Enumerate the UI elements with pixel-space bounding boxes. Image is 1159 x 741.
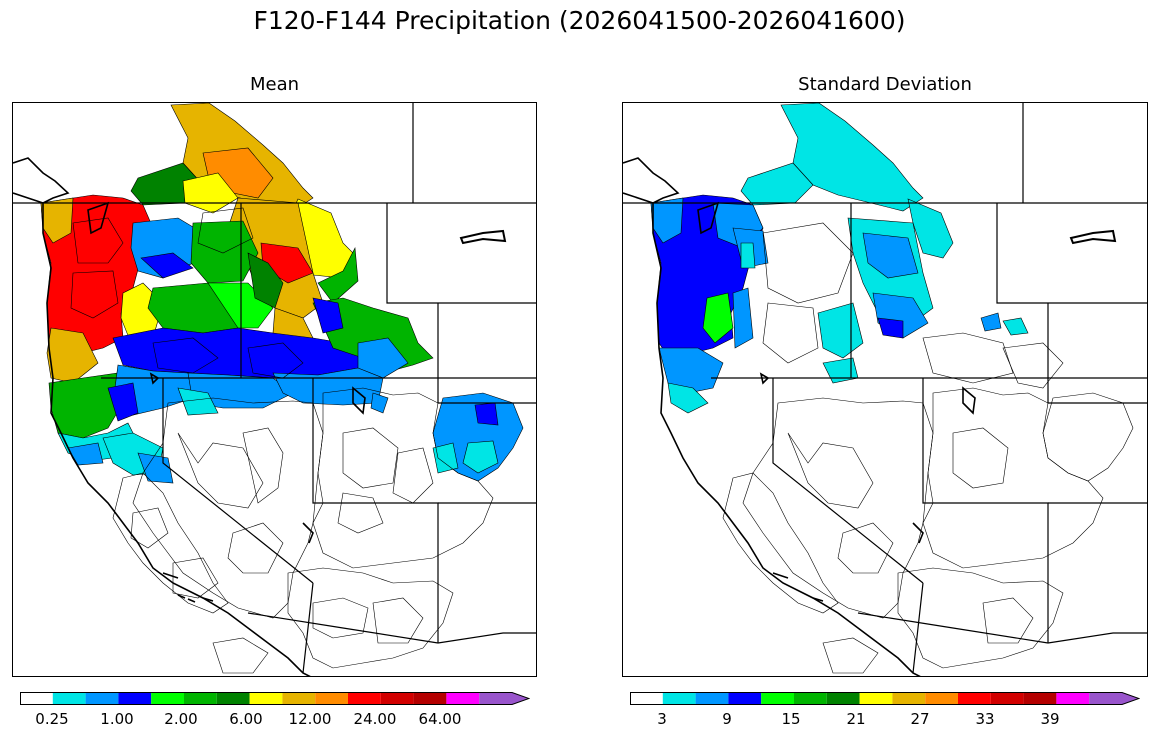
- coastline-boundaries: [13, 157, 507, 676]
- colorbar-stddev-swatch: [925, 692, 958, 705]
- colorbar-mean-tick: 6.00: [229, 710, 263, 728]
- figure-title: F120-F144 Precipitation (2026041500-2026…: [253, 6, 906, 35]
- colorbar-mean-swatch: [479, 692, 529, 705]
- colorbar-mean-swatch: [20, 692, 53, 705]
- map-mean[interactable]: [12, 102, 537, 677]
- colorbar-mean-swatch: [315, 692, 348, 705]
- colorbar-mean-svg: [20, 692, 531, 705]
- colorbar-mean-swatch: [249, 692, 283, 705]
- colorbar-stddev: [630, 690, 1141, 705]
- colorbar-mean-swatch: [118, 692, 152, 705]
- colorbar-mean-swatch: [282, 692, 316, 705]
- colorbar-mean-swatch: [52, 692, 86, 705]
- colorbar-mean-swatch: [413, 692, 447, 705]
- map-stddev[interactable]: [622, 102, 1148, 677]
- colorbar-stddev-swatch: [761, 692, 794, 705]
- colorbar-stddev-swatch: [728, 692, 762, 705]
- colorbar-stddev-tick: 21: [846, 710, 866, 728]
- map-stddev-svg: [623, 103, 1147, 676]
- colorbar-mean-tick: 0.25: [35, 710, 69, 728]
- colorbar-stddev-tick: 33: [975, 710, 995, 728]
- political-boundaries: [623, 103, 1147, 674]
- colorbar-mean-swatch: [184, 692, 217, 705]
- colorbar-mean-swatch: [380, 692, 414, 705]
- colorbar-mean-swatch: [348, 692, 381, 705]
- colorbar-mean-tick: 64.00: [418, 710, 462, 728]
- colorbar-mean-swatch: [85, 692, 119, 705]
- colorbar-stddev-swatch: [859, 692, 893, 705]
- colorbar-stddev-swatch: [1089, 692, 1139, 705]
- colorbar-stddev-swatch: [826, 692, 860, 705]
- colorbar-mean-tick: 1.00: [100, 710, 134, 728]
- political-boundaries: [13, 103, 536, 674]
- colorbar-stddev-swatch: [1023, 692, 1057, 705]
- colorbar-stddev-labels: 3 9 15 21 27 33 39: [630, 710, 1159, 730]
- colorbar-stddev-swatch: [695, 692, 729, 705]
- colorbar-mean-swatch: [216, 692, 250, 705]
- colorbar-mean-outline: [20, 692, 531, 705]
- colorbar-stddev-swatch: [1056, 692, 1090, 705]
- colorbar-stddev-outline: [630, 692, 1141, 705]
- colorbar-stddev-tick: 39: [1040, 710, 1060, 728]
- colorbar-stddev-swatch: [990, 692, 1024, 705]
- colorbar-stddev-swatch: [892, 692, 926, 705]
- colorbar-stddev-swatch: [794, 692, 827, 705]
- panel-title-stddev: Standard Deviation: [798, 74, 972, 95]
- panel-title-mean: Mean: [249, 74, 300, 95]
- colorbar-mean-tick: 2.00: [164, 710, 198, 728]
- colorbar-mean-swatch: [446, 692, 480, 705]
- colorbar-stddev-svg: [630, 692, 1141, 705]
- colorbar-mean-labels: 0.25 1.00 2.00 6.00 12.00 24.00 64.00: [20, 710, 560, 730]
- colorbar-mean-tick: 12.00: [288, 710, 332, 728]
- precip-fill-regions: [40, 103, 524, 484]
- coastline-boundaries: [623, 157, 1117, 676]
- basin-outlines: [70, 207, 494, 674]
- colorbar-mean-tick: 24.00: [353, 710, 397, 728]
- colorbar-stddev-tick: 15: [781, 710, 801, 728]
- colorbar-mean-swatch: [151, 692, 184, 705]
- colorbar-stddev-tick: 9: [722, 710, 732, 728]
- colorbar-stddev-swatch: [958, 692, 991, 705]
- colorbar-stddev-tick: 27: [910, 710, 930, 728]
- colorbar-stddev-swatch: [662, 692, 696, 705]
- map-mean-svg: [13, 103, 536, 676]
- colorbar-stddev-tick: 3: [657, 710, 667, 728]
- stddev-fill-regions: [650, 103, 1029, 414]
- colorbar-mean: [20, 690, 531, 705]
- colorbar-stddev-swatch: [630, 692, 663, 705]
